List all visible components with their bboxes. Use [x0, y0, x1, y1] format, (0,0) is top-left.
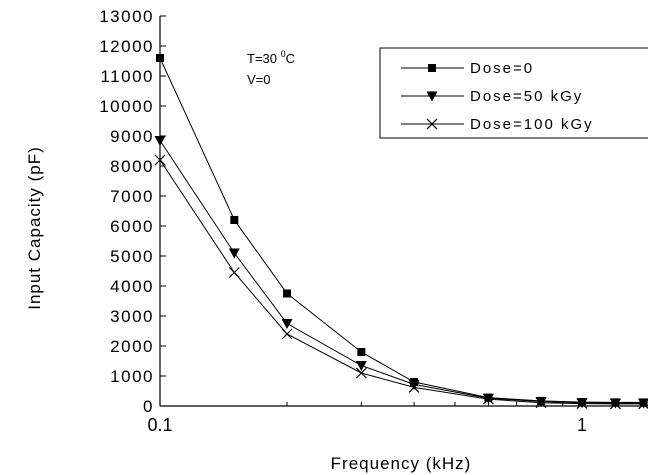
legend-marker	[426, 91, 438, 102]
y-tick-label: 3000	[110, 307, 154, 326]
data-point	[154, 136, 166, 146]
data-point	[283, 289, 292, 298]
data-point	[609, 398, 621, 410]
y-tick-label: 2000	[110, 337, 154, 356]
series-layer	[154, 54, 648, 410]
data-point	[228, 267, 240, 278]
y-tick-label: 9000	[110, 127, 154, 146]
data-point	[357, 348, 366, 356]
series-2	[154, 136, 648, 409]
data-point	[228, 248, 240, 259]
y-tick-label: 10000	[99, 97, 154, 116]
y-tick-label: 12000	[99, 37, 154, 56]
x-tick-label: 0.1	[147, 415, 172, 435]
data-point	[281, 319, 293, 329]
data-point	[230, 216, 239, 224]
voltage-label: V=0	[247, 72, 271, 87]
series-3	[154, 154, 648, 410]
condition-annotation: T=30 0C V=0	[247, 49, 295, 87]
axes: 0100020003000400050006000700080009000100…	[99, 7, 648, 435]
data-point	[355, 361, 367, 371]
degree-superscript: 0	[281, 49, 286, 59]
x-axis-title: Frequency (kHz)	[331, 454, 472, 473]
data-point	[154, 154, 166, 166]
data-point	[408, 379, 420, 390]
data-point	[156, 54, 164, 62]
y-tick-label: 0	[143, 397, 154, 416]
x-tick-label: 1	[577, 415, 587, 435]
y-axis-title: Input Capacity (pF)	[25, 146, 44, 310]
y-tick-label: 7000	[110, 187, 154, 206]
legend-label: Dose=50 kGy	[470, 88, 583, 105]
legend-marker	[428, 64, 436, 72]
legend-label: Dose=0	[470, 60, 534, 77]
y-tick-label: 1000	[110, 367, 154, 386]
data-point	[535, 397, 547, 409]
temperature-label: T=30 0C	[247, 49, 295, 66]
series-line	[159, 159, 644, 405]
y-tick-label: 8000	[110, 157, 154, 176]
series-line	[159, 57, 644, 403]
data-point	[408, 381, 420, 393]
data-point	[281, 328, 293, 340]
legend-box	[379, 47, 648, 139]
y-tick-label: 11000	[100, 67, 154, 86]
data-point	[638, 398, 648, 410]
y-tick-label: 13000	[99, 7, 154, 26]
series-line	[159, 140, 644, 404]
legend: Dose=0 Dose=50 kGy Dose=100 kGy	[379, 47, 648, 139]
legend-label: Dose=100 kGy	[470, 116, 594, 133]
y-tick-label: 6000	[110, 217, 154, 236]
y-tick-label: 4000	[110, 277, 154, 296]
legend-marker	[426, 118, 438, 130]
data-point	[482, 393, 494, 405]
data-point	[355, 367, 367, 379]
data-point	[576, 398, 588, 410]
y-tick-label: 5000	[110, 247, 154, 266]
